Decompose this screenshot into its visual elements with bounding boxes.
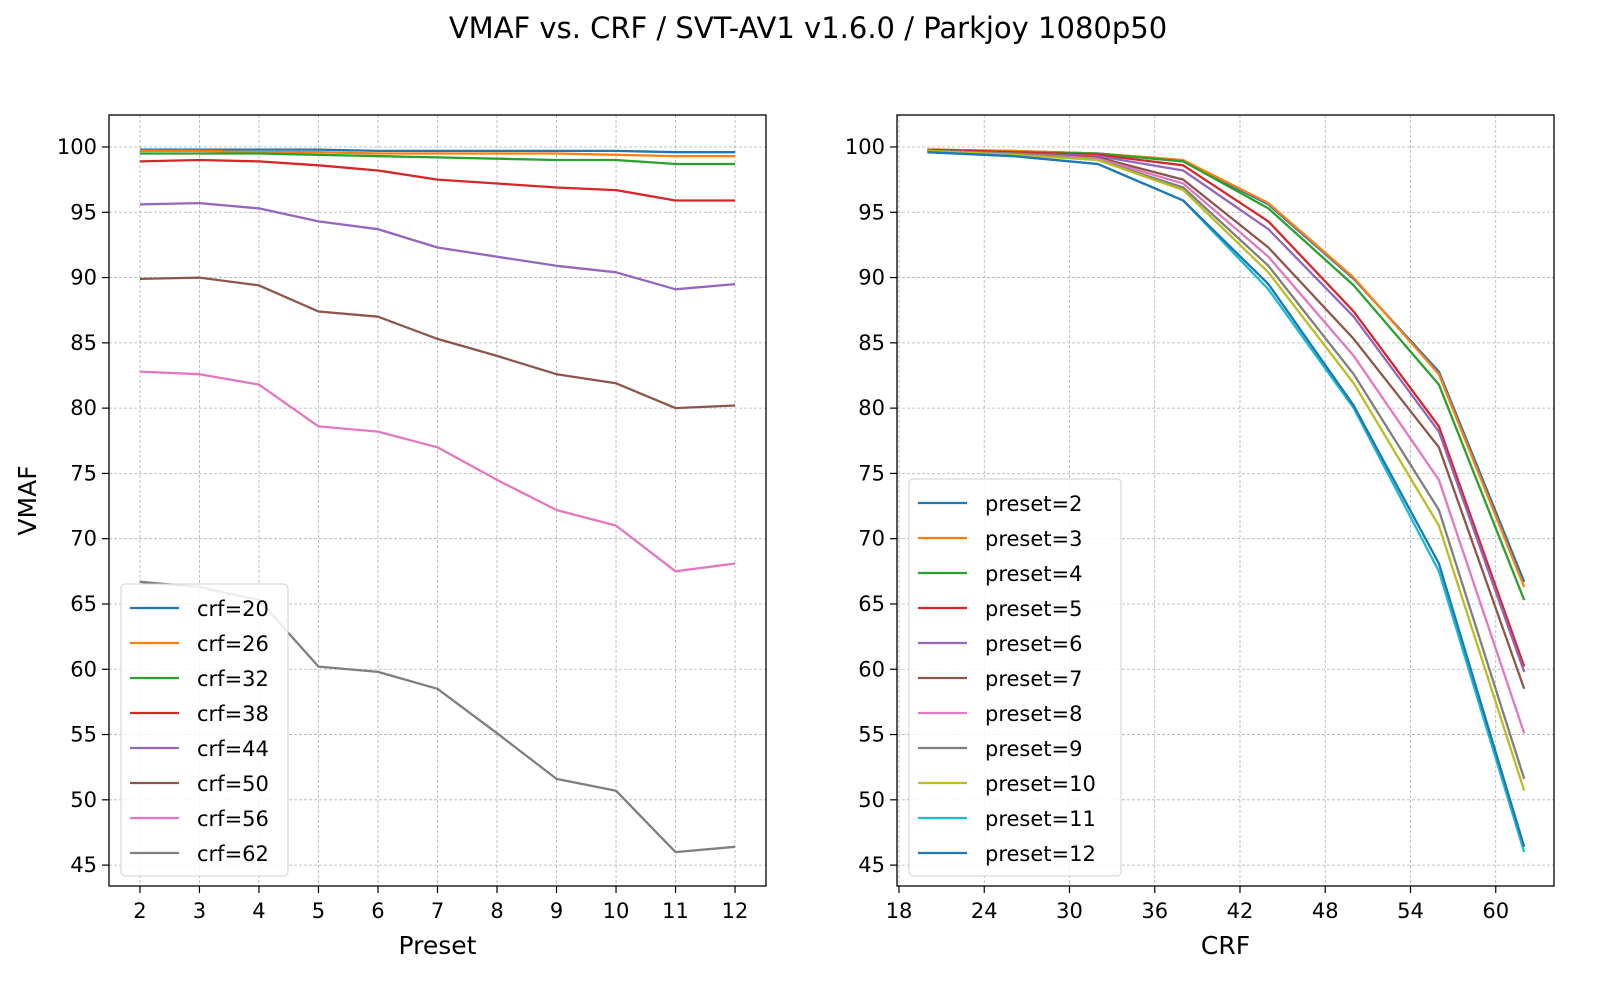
series-line-preset=5 bbox=[927, 148, 1526, 667]
y-tick-label: 60 bbox=[70, 657, 97, 681]
legend-label: crf=44 bbox=[197, 737, 269, 761]
x-tick-label: 18 bbox=[886, 899, 913, 923]
legend-label: preset=11 bbox=[985, 807, 1096, 831]
y-tick-label: 70 bbox=[70, 527, 97, 551]
y-tick-label: 90 bbox=[858, 266, 885, 290]
x-tick-label: 24 bbox=[971, 899, 998, 923]
y-tick-label: 95 bbox=[70, 200, 97, 224]
y-tick-label: 55 bbox=[858, 723, 885, 747]
series-line-crf=50 bbox=[139, 276, 736, 410]
y-tick-label: 55 bbox=[70, 723, 97, 747]
legend-label: crf=62 bbox=[197, 842, 269, 866]
legend-label: preset=7 bbox=[985, 667, 1082, 691]
y-tick-label: 90 bbox=[70, 266, 97, 290]
x-axis-label: CRF bbox=[1201, 931, 1250, 960]
y-tick-label: 65 bbox=[70, 592, 97, 616]
x-tick-label: 3 bbox=[193, 899, 206, 923]
legend-label: preset=4 bbox=[985, 562, 1082, 586]
series-line-crf=56 bbox=[139, 370, 736, 573]
y-tick-label: 75 bbox=[70, 461, 97, 485]
series-line-crf=44 bbox=[139, 201, 736, 291]
axes-frame bbox=[896, 114, 1555, 887]
x-tick-label: 30 bbox=[1056, 899, 1083, 923]
chart-1: 2 3 4 5 6 7 8 9 10 11 124550556065707580859095100P… bbox=[13, 114, 767, 960]
figure-title: VMAF vs. CRF / SVT-AV1 v1.6.0 / Parkjoy … bbox=[449, 11, 1167, 45]
chart-2: 18 24 30 36 42 48 54 60 45 50 55 60 65 70 75 80 85 90 95 10… bbox=[845, 114, 1555, 960]
y-tick-label: 50 bbox=[858, 788, 885, 812]
legend-label: crf=32 bbox=[197, 667, 269, 691]
y-tick-label: 65 bbox=[858, 592, 885, 616]
y-tick-label: 100 bbox=[57, 135, 97, 159]
series-line-crf=38 bbox=[139, 158, 736, 202]
legend-label: preset=8 bbox=[985, 702, 1082, 726]
y-axis-label: VMAF bbox=[13, 465, 42, 535]
series-line-crf=32 bbox=[139, 152, 736, 166]
legend-box bbox=[120, 583, 289, 877]
y-tick-label: 50 bbox=[70, 788, 97, 812]
legend-label: preset=10 bbox=[985, 772, 1096, 796]
x-tick-label: 48 bbox=[1312, 899, 1339, 923]
y-tick-label: 100 bbox=[845, 135, 885, 159]
x-tick-label: 4 bbox=[252, 899, 265, 923]
legend-label: crf=50 bbox=[197, 772, 269, 796]
legend-label: preset=12 bbox=[985, 842, 1096, 866]
y-tick-label: 80 bbox=[70, 396, 97, 420]
x-tick-label: 36 bbox=[1141, 899, 1168, 923]
x-tick-label: 12 bbox=[722, 899, 749, 923]
series-line-preset=12 bbox=[927, 151, 1526, 848]
x-tick-label: 9 bbox=[550, 899, 563, 923]
y-tick-label: 45 bbox=[70, 853, 97, 877]
x-tick-label: 2 bbox=[133, 899, 146, 923]
legend-label: crf=20 bbox=[197, 597, 269, 621]
axes-frame bbox=[108, 114, 767, 887]
y-tick-label: 95 bbox=[858, 200, 885, 224]
legend-label: preset=2 bbox=[985, 492, 1082, 516]
y-tick-label: 80 bbox=[858, 396, 885, 420]
x-tick-label: 42 bbox=[1227, 899, 1254, 923]
x-tick-label: 11 bbox=[662, 899, 689, 923]
x-tick-label: 5 bbox=[312, 899, 325, 923]
legend: preset=2 preset=3 preset=4 preset=5 preset=6… bbox=[908, 478, 1122, 877]
y-tick-label: 60 bbox=[858, 657, 885, 681]
series-line-preset=10 bbox=[927, 149, 1526, 792]
y-tick-label: 70 bbox=[858, 527, 885, 551]
legend-label: preset=3 bbox=[985, 527, 1082, 551]
x-tick-label: 6 bbox=[371, 899, 384, 923]
series-line-crf=20 bbox=[139, 148, 736, 154]
legend-label: crf=26 bbox=[197, 632, 269, 656]
y-tick-label: 75 bbox=[858, 461, 885, 485]
x-tick-label: 10 bbox=[603, 899, 630, 923]
legend-label: preset=9 bbox=[985, 737, 1082, 761]
legend-label: preset=6 bbox=[985, 632, 1082, 656]
series-line-crf=26 bbox=[139, 149, 736, 158]
legend: crf=20 crf=26 crf=32 crf=38 crf=44 crf=50 crf=… bbox=[120, 583, 289, 877]
x-tick-label: 60 bbox=[1482, 899, 1509, 923]
legend-label: crf=38 bbox=[197, 702, 269, 726]
y-tick-label: 85 bbox=[858, 331, 885, 355]
y-tick-label: 85 bbox=[70, 331, 97, 355]
x-axis-label: Preset bbox=[399, 931, 477, 960]
y-tick-label: 45 bbox=[858, 853, 885, 877]
legend-label: crf=56 bbox=[197, 807, 269, 831]
legend-box bbox=[908, 478, 1122, 877]
legend-label: preset=5 bbox=[985, 597, 1082, 621]
x-tick-label: 54 bbox=[1397, 899, 1424, 923]
x-tick-label: 8 bbox=[490, 899, 503, 923]
x-tick-label: 7 bbox=[431, 899, 444, 923]
